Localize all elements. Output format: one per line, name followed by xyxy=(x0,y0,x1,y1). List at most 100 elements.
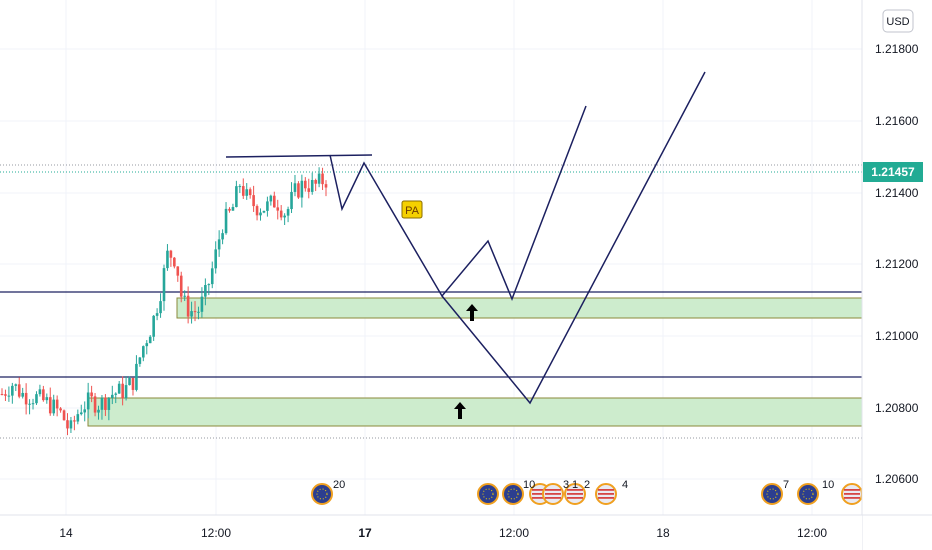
top-trendline[interactable] xyxy=(225,154,373,158)
candle-body[interactable] xyxy=(69,420,73,429)
candle-body[interactable] xyxy=(190,311,193,317)
candle-body[interactable] xyxy=(55,399,59,409)
candle-body[interactable] xyxy=(45,397,49,401)
candle-body[interactable] xyxy=(183,295,186,297)
candle-body[interactable] xyxy=(83,409,87,413)
candle-body[interactable] xyxy=(24,392,28,405)
eu-event-icon[interactable] xyxy=(761,483,783,505)
candle-body[interactable] xyxy=(200,296,204,312)
candle-body[interactable] xyxy=(324,184,328,188)
candle-body[interactable] xyxy=(214,249,218,269)
candle-body[interactable] xyxy=(217,239,221,250)
candle-body[interactable] xyxy=(62,410,66,421)
candle-body[interactable] xyxy=(235,186,238,208)
candle-body[interactable] xyxy=(272,195,276,208)
candle-body[interactable] xyxy=(107,397,111,410)
candle-body[interactable] xyxy=(169,250,173,258)
candle-body[interactable] xyxy=(321,173,324,185)
candle-body[interactable] xyxy=(304,180,307,189)
candle-body[interactable] xyxy=(7,395,11,397)
candle-body[interactable] xyxy=(90,392,93,397)
candle-body[interactable] xyxy=(42,389,45,401)
price-axis[interactable] xyxy=(862,0,932,550)
candle-body[interactable] xyxy=(193,311,197,313)
eu-event-icon[interactable] xyxy=(502,483,524,505)
candle-body[interactable] xyxy=(204,285,207,297)
eu-event-icon[interactable] xyxy=(477,483,499,505)
candle-body[interactable] xyxy=(145,343,149,347)
candle-body[interactable] xyxy=(276,207,280,211)
candle-body[interactable] xyxy=(121,383,124,399)
candle-body[interactable] xyxy=(4,394,7,396)
candle-body[interactable] xyxy=(100,397,104,410)
candle-body[interactable] xyxy=(38,389,42,395)
candle-body[interactable] xyxy=(259,212,262,216)
candle-body[interactable] xyxy=(262,210,266,213)
candle-body[interactable] xyxy=(245,189,249,196)
candle-body[interactable] xyxy=(252,195,255,207)
candle-body[interactable] xyxy=(135,363,138,390)
candle-body[interactable] xyxy=(248,189,252,196)
candle-body[interactable] xyxy=(314,180,317,184)
candle-body[interactable] xyxy=(17,384,21,397)
candle-body[interactable] xyxy=(290,191,293,210)
candle-body[interactable] xyxy=(293,183,297,192)
candle-body[interactable] xyxy=(93,396,97,413)
candle-body[interactable] xyxy=(231,207,235,211)
candle-body[interactable] xyxy=(159,301,162,314)
candle-body[interactable] xyxy=(35,394,38,404)
candle-body[interactable] xyxy=(300,180,304,198)
candle-body[interactable] xyxy=(52,399,56,414)
currency-button[interactable]: USD xyxy=(882,9,914,33)
candle-body[interactable] xyxy=(86,392,90,410)
candle-body[interactable] xyxy=(28,403,31,405)
candle-body[interactable] xyxy=(59,408,62,411)
candle-body[interactable] xyxy=(207,284,211,286)
candle-body[interactable] xyxy=(11,385,14,396)
candle-body[interactable] xyxy=(152,315,155,337)
candle-body[interactable] xyxy=(128,377,131,386)
candle-body[interactable] xyxy=(97,409,100,413)
candle-body[interactable] xyxy=(48,397,52,414)
candle-body[interactable] xyxy=(0,394,4,396)
candle-body[interactable] xyxy=(162,268,166,302)
candle-body[interactable] xyxy=(114,393,118,395)
candle-body[interactable] xyxy=(117,383,121,394)
candle-body[interactable] xyxy=(224,208,228,234)
candle-body[interactable] xyxy=(142,346,145,358)
candle-body[interactable] xyxy=(307,188,311,192)
candle-body[interactable] xyxy=(238,186,242,188)
projection-path-2[interactable] xyxy=(441,71,706,405)
plot-area[interactable] xyxy=(0,0,862,515)
candle-body[interactable] xyxy=(255,206,259,216)
candle-body[interactable] xyxy=(179,275,183,297)
candle-body[interactable] xyxy=(166,250,169,269)
candle-body[interactable] xyxy=(228,208,231,211)
candle-body[interactable] xyxy=(21,392,24,397)
eu-event-icon[interactable] xyxy=(797,483,819,505)
candle-body[interactable] xyxy=(73,420,76,422)
candle-body[interactable] xyxy=(286,209,290,216)
candle-body[interactable] xyxy=(279,210,283,218)
candle-body[interactable] xyxy=(148,336,152,344)
candle-body[interactable] xyxy=(266,201,269,211)
candle-body[interactable] xyxy=(131,377,135,390)
candle-body[interactable] xyxy=(186,295,190,317)
candle-body[interactable] xyxy=(269,195,273,202)
candle-body[interactable] xyxy=(76,414,80,422)
candle-body[interactable] xyxy=(197,311,200,313)
time-axis[interactable] xyxy=(0,515,862,550)
candle-body[interactable] xyxy=(14,384,18,386)
candle-body[interactable] xyxy=(66,420,69,429)
candle-body[interactable] xyxy=(155,313,159,316)
candle-body[interactable] xyxy=(124,385,128,399)
candle-body[interactable] xyxy=(79,412,83,415)
candle-body[interactable] xyxy=(31,403,35,405)
candle-body[interactable] xyxy=(110,394,114,398)
candle-body[interactable] xyxy=(310,180,314,192)
candle-body[interactable] xyxy=(283,215,286,218)
upper-demand-zone[interactable] xyxy=(176,297,863,319)
candle-body[interactable] xyxy=(241,186,245,196)
candle-body[interactable] xyxy=(104,397,107,410)
